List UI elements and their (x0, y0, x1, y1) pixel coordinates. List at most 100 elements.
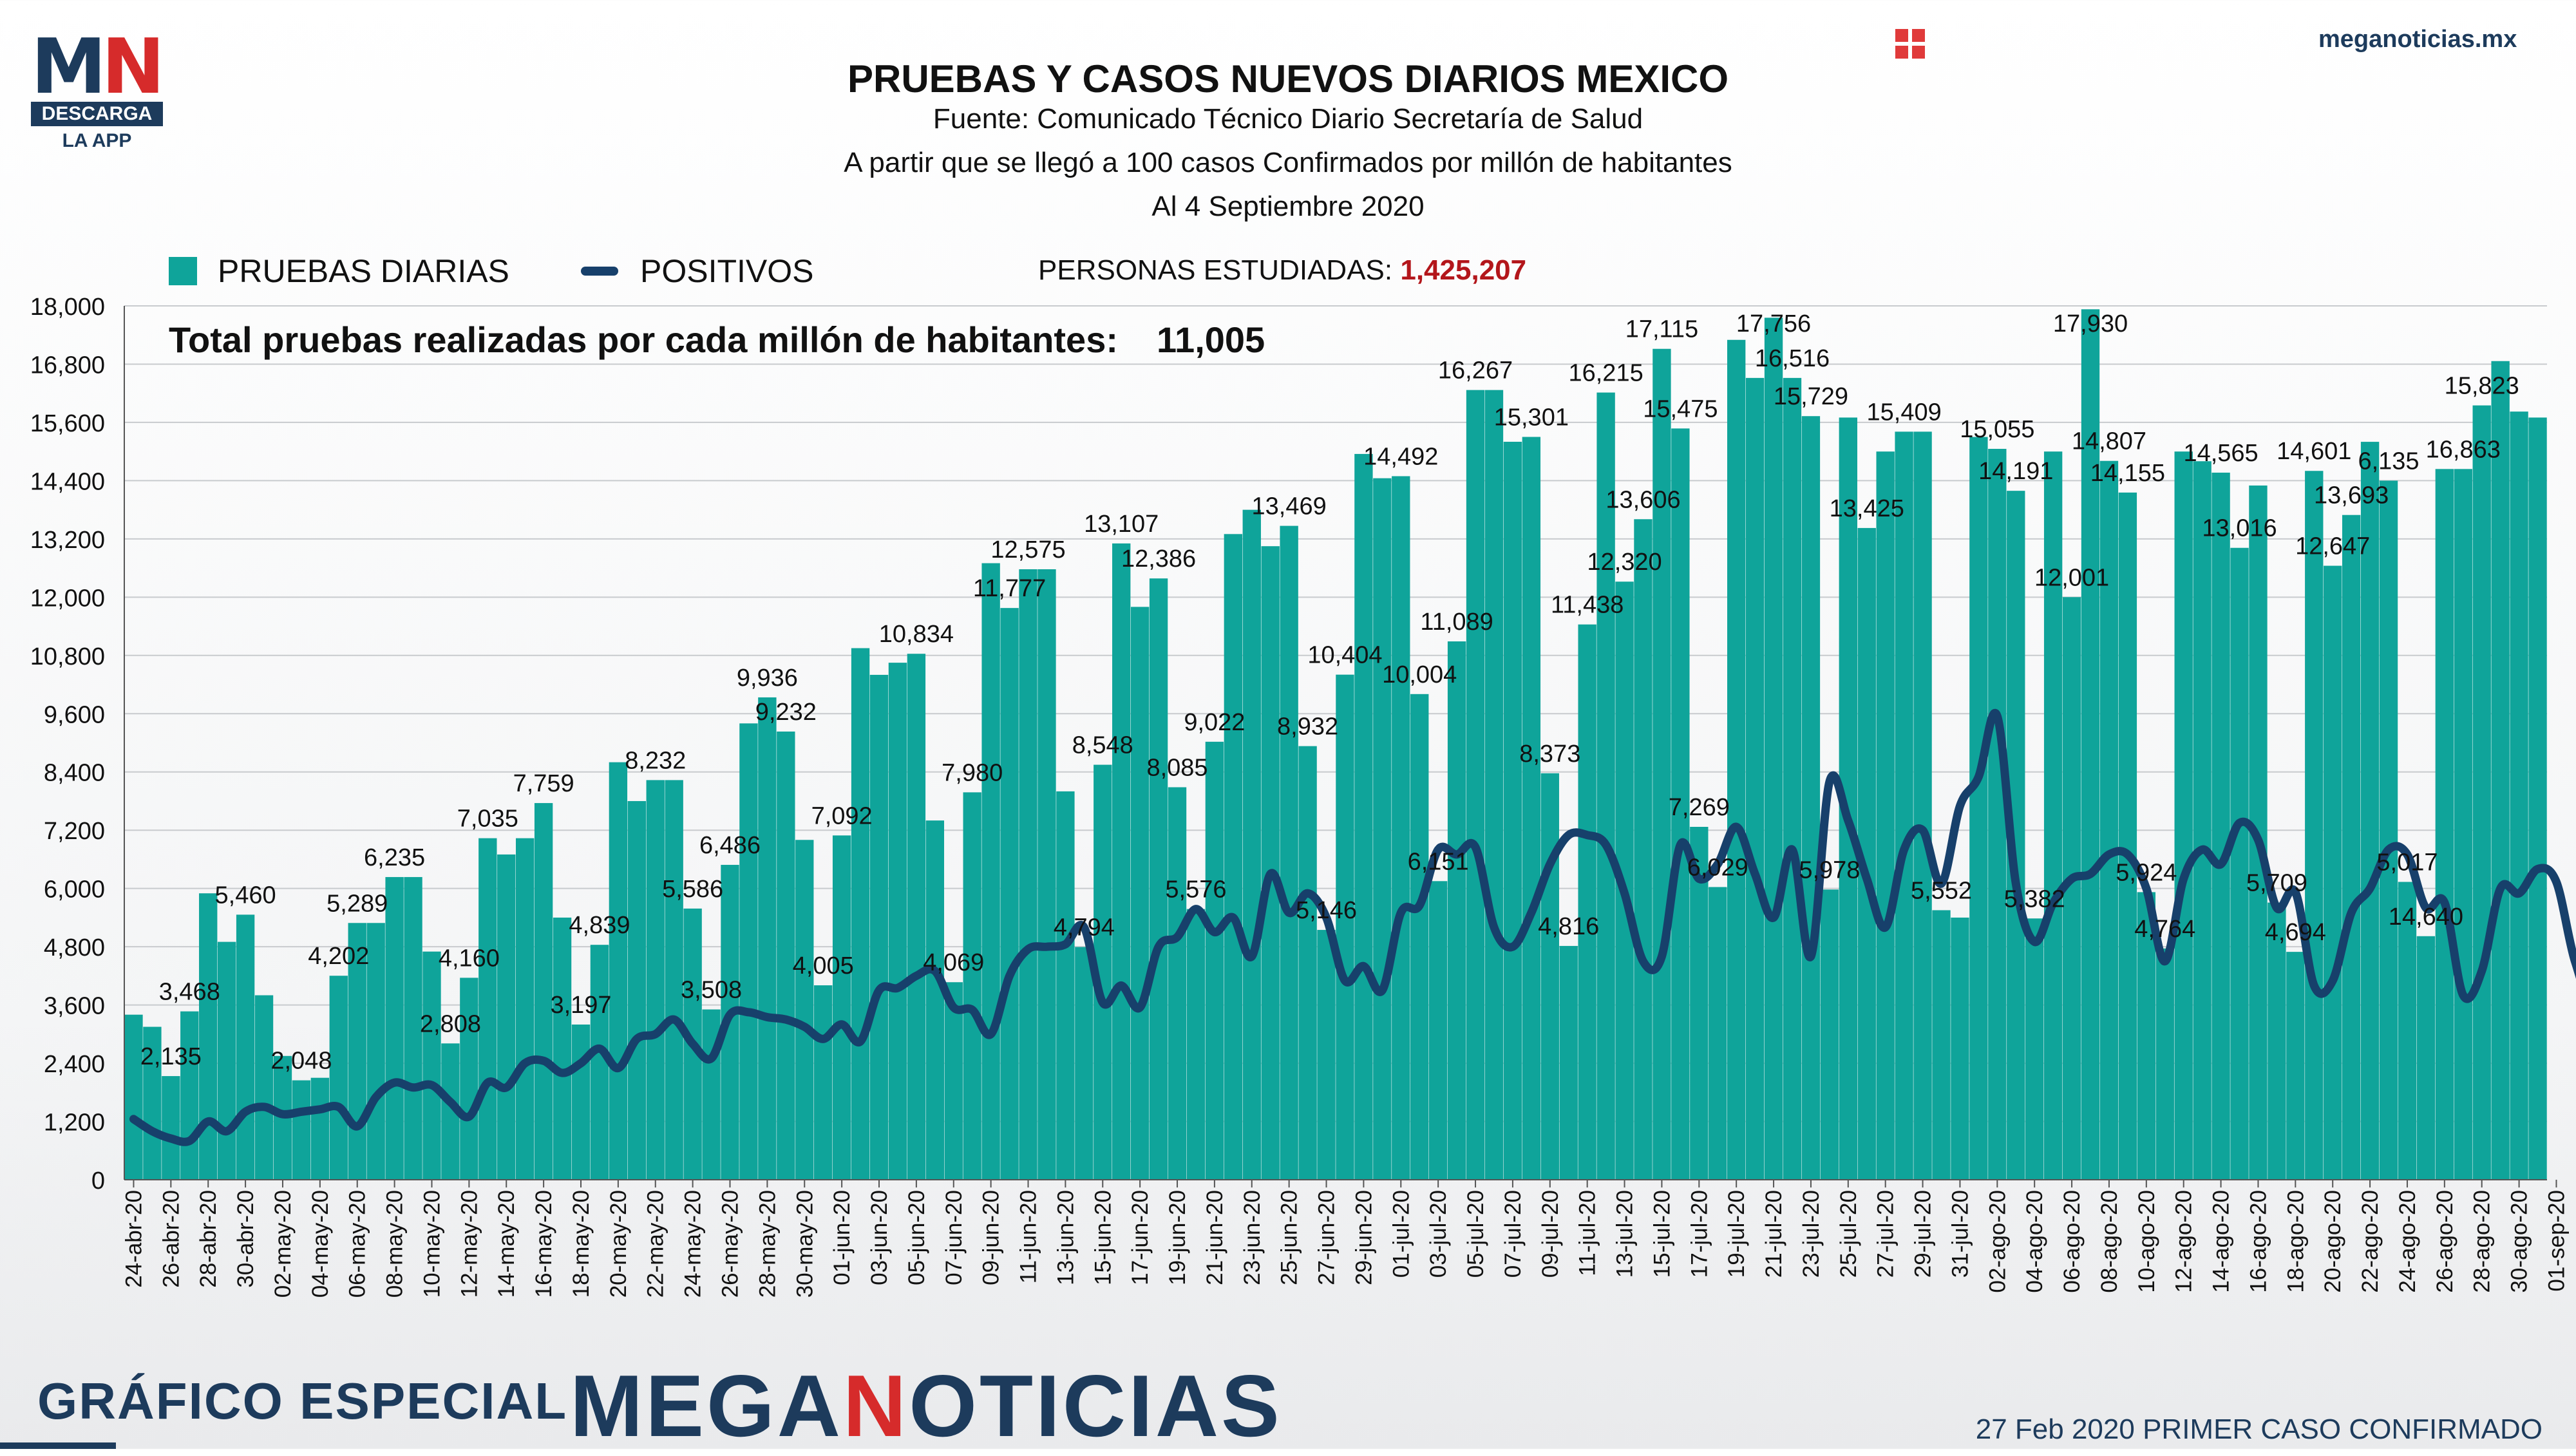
bar (1149, 578, 1168, 1180)
tests-per-million-value: 11,005 (1157, 319, 1265, 360)
x-tick-label: 26-may-20 (718, 1190, 743, 1298)
bar (143, 1026, 162, 1180)
x-tick-label: 22-may-20 (643, 1190, 668, 1298)
bar (1373, 478, 1392, 1180)
bar-value-label: 6,135 (2358, 448, 2419, 475)
x-tick-label: 15-jul-20 (1649, 1190, 1674, 1278)
logo-mark-m: M (31, 22, 106, 111)
bar (497, 854, 516, 1180)
first-case-note: 27 Feb 2020 PRIMER CASO CONFIRMADO (1975, 1413, 2543, 1445)
bar (366, 923, 385, 1180)
x-tick-label: 11-jun-20 (1016, 1190, 1041, 1283)
bar-value-label: 7,092 (811, 802, 873, 829)
bar (2324, 565, 2342, 1180)
bar (1130, 607, 1150, 1180)
bar (590, 945, 609, 1180)
bar-value-label: 11,089 (1420, 609, 1493, 636)
bar (217, 941, 236, 1180)
bar-value-label: 7,759 (513, 770, 574, 797)
x-tick-label: 27-jun-20 (1314, 1190, 1340, 1285)
bar (422, 951, 441, 1180)
x-tick-label: 01-jul-20 (1388, 1190, 1414, 1278)
bar (646, 780, 665, 1180)
bar-value-label: 14,640 (2389, 903, 2463, 931)
legend-bar-swatch (169, 257, 197, 285)
bar (2174, 451, 2193, 1180)
bar-value-label: 17,115 (1625, 316, 1698, 343)
bar (2099, 460, 2119, 1180)
x-tick-label: 21-jun-20 (1202, 1190, 1227, 1285)
x-tick-label: 15-jun-20 (1090, 1190, 1115, 1285)
bar-value-label: 15,055 (1960, 416, 2034, 443)
bar (888, 663, 907, 1180)
bar (2342, 515, 2361, 1180)
tests-per-million-label: Total pruebas realizadas por cada millón… (169, 319, 1118, 360)
bar (1056, 791, 1075, 1180)
bar-value-label: 4,839 (569, 912, 630, 939)
bar (2510, 411, 2528, 1180)
bar (2435, 469, 2454, 1180)
bar-value-label: 16,863 (2426, 436, 2501, 463)
x-tick-label: 23-jun-20 (1240, 1190, 1265, 1285)
bar-value-label: 5,924 (2116, 859, 2177, 886)
bar-value-label: 16,516 (1755, 345, 1830, 372)
x-tick-label: 28-abr-20 (196, 1190, 221, 1288)
bar (925, 820, 945, 1180)
bar-value-label: 11,777 (973, 575, 1046, 602)
bar-value-label: 2,808 (420, 1010, 481, 1037)
bar-value-label: 8,932 (1277, 714, 1338, 741)
bar (2081, 309, 2100, 1180)
bar-value-label: 6,029 (1687, 854, 1748, 881)
bar (1261, 546, 1280, 1180)
bar-value-label: 5,978 (1799, 856, 1860, 884)
bar-value-label: 16,267 (1438, 357, 1513, 384)
bar-value-label: 10,834 (879, 621, 954, 648)
bar (1392, 476, 1410, 1180)
bar-value-label: 8,548 (1072, 732, 1133, 759)
positivos-line (129, 709, 2576, 1146)
chart-source: Fuente: Comunicado Técnico Diario Secret… (933, 103, 1643, 135)
bar-value-label: 3,508 (681, 977, 742, 1004)
bar (1559, 945, 1578, 1180)
bar (1671, 428, 1690, 1180)
bar (1224, 534, 1243, 1180)
x-tick-label: 01-jun-20 (829, 1190, 855, 1285)
x-tick-label: 09-jul-20 (1538, 1190, 1563, 1278)
legend-line-label: POSITIVOS (640, 253, 814, 289)
bar-value-label: 7,035 (457, 806, 518, 833)
bar (2379, 480, 2398, 1180)
y-tick-label: 7,200 (44, 818, 105, 845)
bar-value-label: 3,468 (159, 979, 220, 1006)
bar (329, 976, 348, 1180)
bar-value-label: 2,135 (140, 1043, 202, 1070)
bar-value-label: 4,069 (923, 949, 984, 976)
bar-value-label: 15,729 (1774, 383, 1848, 410)
bar-value-label: 14,492 (1363, 443, 1438, 470)
bar (832, 835, 851, 1180)
bar (534, 803, 553, 1180)
bar-value-label: 5,146 (1296, 897, 1357, 924)
x-tick-label: 04-ago-20 (2022, 1190, 2047, 1293)
x-tick-label: 30-abr-20 (233, 1190, 258, 1288)
bar (124, 1014, 143, 1180)
bar (1019, 569, 1037, 1180)
bar-value-label: 14,807 (2072, 428, 2146, 455)
bar-value-label: 15,823 (2445, 373, 2519, 400)
x-tick-label: 03-jun-20 (867, 1190, 892, 1285)
bar (2286, 952, 2305, 1180)
y-tick-label: 12,000 (30, 585, 105, 612)
bar (571, 1024, 591, 1180)
bar (2025, 918, 2044, 1180)
logo-mark: MN (31, 28, 166, 104)
chart-criterion: A partir que se llegó a 100 casos Confir… (844, 147, 1732, 178)
bar-value-label: 13,107 (1084, 511, 1159, 538)
y-tick-label: 1,200 (44, 1110, 105, 1137)
y-tick-label: 18,000 (30, 294, 105, 321)
bar (2528, 417, 2547, 1180)
bar (1205, 741, 1224, 1180)
x-tick-label: 04-may-20 (308, 1190, 333, 1298)
x-tick-label: 30-may-20 (792, 1190, 817, 1298)
bar (1540, 773, 1559, 1180)
footer-special-label: GRÁFICO ESPECIAL (37, 1372, 568, 1430)
persons-studied: PERSONAS ESTUDIADAS: 1,425,207 (1038, 254, 1526, 287)
